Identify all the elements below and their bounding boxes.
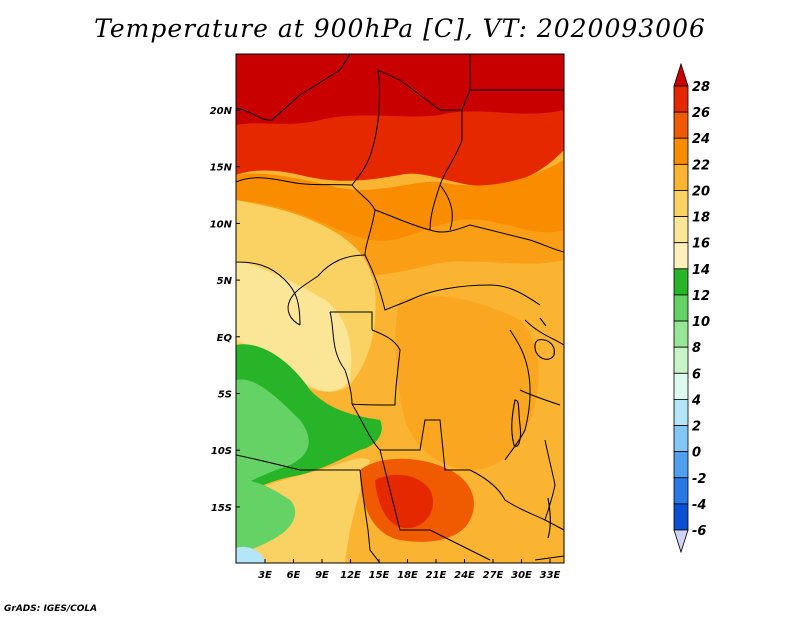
colorbar-swatch	[673, 503, 689, 531]
colorbar-label: 22	[692, 158, 710, 173]
colorbar-swatch	[673, 111, 689, 139]
colorbar-swatch	[673, 216, 689, 244]
colorbar-bottom-arrow	[673, 529, 689, 554]
lon-tick-label: 6E	[287, 570, 301, 581]
colorbar-swatch	[673, 268, 689, 296]
lon-tick-label: 18E	[397, 570, 418, 581]
lon-tick-label: 12E	[340, 570, 361, 581]
colorbar-label: -2	[692, 472, 706, 487]
band-16-18-west	[236, 260, 352, 392]
country-borders	[236, 54, 564, 563]
colorbar-swatch	[673, 85, 689, 113]
lat-tick-label: 20N	[210, 106, 233, 117]
colorbar-swatch	[673, 294, 689, 322]
lat-tick-label: 10S	[211, 446, 232, 457]
lon-tick-label: 21E	[426, 570, 447, 581]
colorbar-label: 18	[692, 211, 710, 226]
colorbar-label: 16	[692, 237, 710, 252]
colorbar-swatch	[673, 477, 689, 505]
lon-tick-label: 30E	[511, 570, 532, 581]
map-frame	[235, 53, 565, 564]
lat-tick-label: 5S	[218, 390, 232, 401]
colorbar-label: 8	[692, 341, 701, 356]
lon-tick-label: 15E	[369, 570, 390, 581]
lat-tick-label: 5N	[217, 276, 233, 287]
colorbar-label: -4	[692, 498, 706, 513]
colorbar-swatch	[673, 190, 689, 217]
colorbar-swatch	[673, 346, 689, 374]
band-8-10	[236, 546, 266, 563]
longitude-axis: 3E 6E 9E 12E 15E 18E 21E 24E 27E 30E 33E	[258, 559, 561, 581]
colorbar-swatch	[673, 425, 689, 453]
band-12-14	[236, 379, 309, 490]
chart-title: Temperature at 900hPa [C], VT: 202009300…	[94, 14, 706, 43]
lat-tick-label: 10N	[210, 219, 233, 230]
colorbar-label: 10	[692, 315, 710, 330]
colorbar-swatch	[673, 320, 689, 348]
colorbar-swatch	[673, 399, 689, 426]
colorbar-label: 0	[692, 446, 701, 461]
grads-credit: GrADS: IGES/COLA	[4, 604, 98, 614]
colorbar-label: 2	[692, 420, 701, 435]
colorbar-label: 26	[692, 106, 710, 121]
lat-tick-label: EQ	[217, 333, 233, 344]
lat-tick-label: 15S	[211, 503, 232, 514]
colorbar-label: 6	[692, 367, 701, 382]
colorbar-label: 4	[691, 393, 701, 408]
band-22-24-east	[395, 296, 539, 470]
colorbar-label: 24	[692, 132, 710, 147]
colorbar-label: 20	[692, 184, 710, 199]
colorbar-swatch	[673, 242, 689, 270]
colorbar-swatch	[673, 372, 689, 400]
colorbar-swatch	[673, 451, 689, 479]
colorbar-label: 14	[692, 263, 710, 278]
lon-tick-label: 24E	[454, 570, 475, 581]
band-28-plus	[236, 54, 564, 125]
colorbar-label: 12	[692, 289, 710, 304]
colorbar-top-arrow	[673, 62, 689, 87]
latitude-axis: 20N 15N 10N 5N EQ 5S 10S 15S	[210, 106, 240, 514]
band-12-14-south	[236, 479, 296, 555]
band-24-26	[236, 160, 564, 241]
lon-tick-label: 9E	[315, 570, 329, 581]
colorbar-label: -6	[692, 524, 706, 539]
lakes	[511, 317, 555, 539]
colorbar-label: 28	[692, 80, 710, 95]
lon-tick-label: 33E	[540, 570, 561, 581]
lon-tick-label: 27E	[483, 570, 504, 581]
lat-tick-label: 15N	[210, 163, 233, 174]
lon-tick-label: 3E	[258, 570, 272, 581]
colorbar-swatch	[673, 137, 689, 165]
colorbar-swatch	[673, 163, 689, 191]
temperature-field	[236, 54, 564, 563]
